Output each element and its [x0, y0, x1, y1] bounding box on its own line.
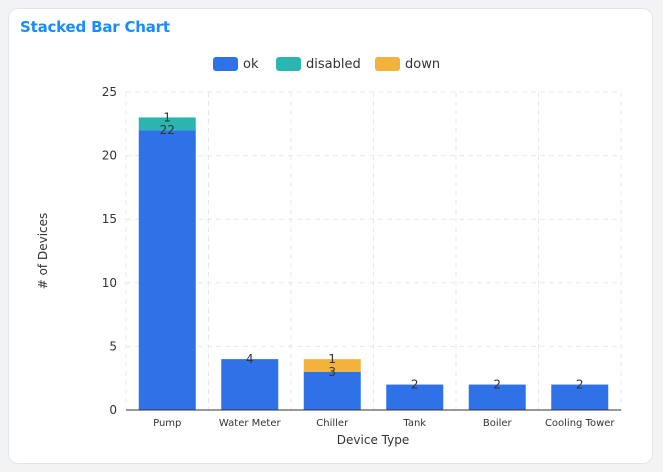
- y-tick-label: 15: [102, 212, 117, 226]
- legend-label: ok: [243, 57, 259, 72]
- legend-swatch: [213, 57, 238, 71]
- bar-segment-ok[interactable]: [386, 384, 444, 410]
- legend-item-ok[interactable]: ok: [213, 57, 259, 72]
- legend-swatch: [375, 57, 400, 71]
- card-title: Stacked Bar Chart: [20, 18, 170, 36]
- x-tick-label: Boiler: [483, 418, 513, 429]
- bar-segment-ok[interactable]: [468, 384, 526, 410]
- data-label: 2: [411, 378, 419, 392]
- data-label: 2: [576, 378, 584, 392]
- legend[interactable]: ok disabled down: [213, 57, 440, 72]
- bar-segment-ok[interactable]: [551, 384, 609, 410]
- legend-swatch: [276, 57, 301, 71]
- y-axis-title: # of Devices: [36, 213, 50, 290]
- legend-item-down[interactable]: down: [375, 57, 440, 72]
- x-axis-title: Device Type: [337, 433, 409, 447]
- data-label: 3: [328, 365, 336, 379]
- x-tick-label: Pump: [153, 418, 181, 429]
- data-label: 4: [246, 352, 254, 366]
- x-tick-label: Water Meter: [219, 418, 282, 429]
- axis-layer: 0 5 10 15 20 25 Pump Water Meter Chiller Tank Boil…: [102, 85, 621, 429]
- data-label: 1: [163, 110, 171, 124]
- bar-segment-disabled[interactable]: [138, 117, 196, 131]
- data-label: 2: [493, 378, 501, 392]
- legend-label: down: [405, 57, 440, 72]
- bar-segment-ok[interactable]: [303, 371, 361, 410]
- x-tick-label: Chiller: [316, 418, 349, 429]
- bars-layer: [138, 117, 609, 410]
- x-tick-label: Tank: [402, 418, 426, 429]
- bar-segment-ok[interactable]: [138, 130, 196, 410]
- y-tick-label: 0: [109, 403, 117, 417]
- data-label: 1: [328, 352, 336, 366]
- grid-layer: [125, 91, 622, 410]
- y-tick-label: 5: [109, 339, 117, 353]
- x-tick-label: Cooling Tower: [545, 418, 615, 429]
- bar-segment-down[interactable]: [303, 359, 361, 372]
- bar-segment-ok[interactable]: [221, 359, 279, 410]
- y-tick-label: 20: [102, 149, 117, 163]
- y-tick-label: 25: [102, 85, 117, 99]
- y-tick-label: 10: [102, 276, 117, 290]
- legend-item-disabled[interactable]: disabled: [276, 57, 361, 72]
- data-label: 22: [160, 123, 175, 137]
- legend-label: disabled: [306, 57, 361, 72]
